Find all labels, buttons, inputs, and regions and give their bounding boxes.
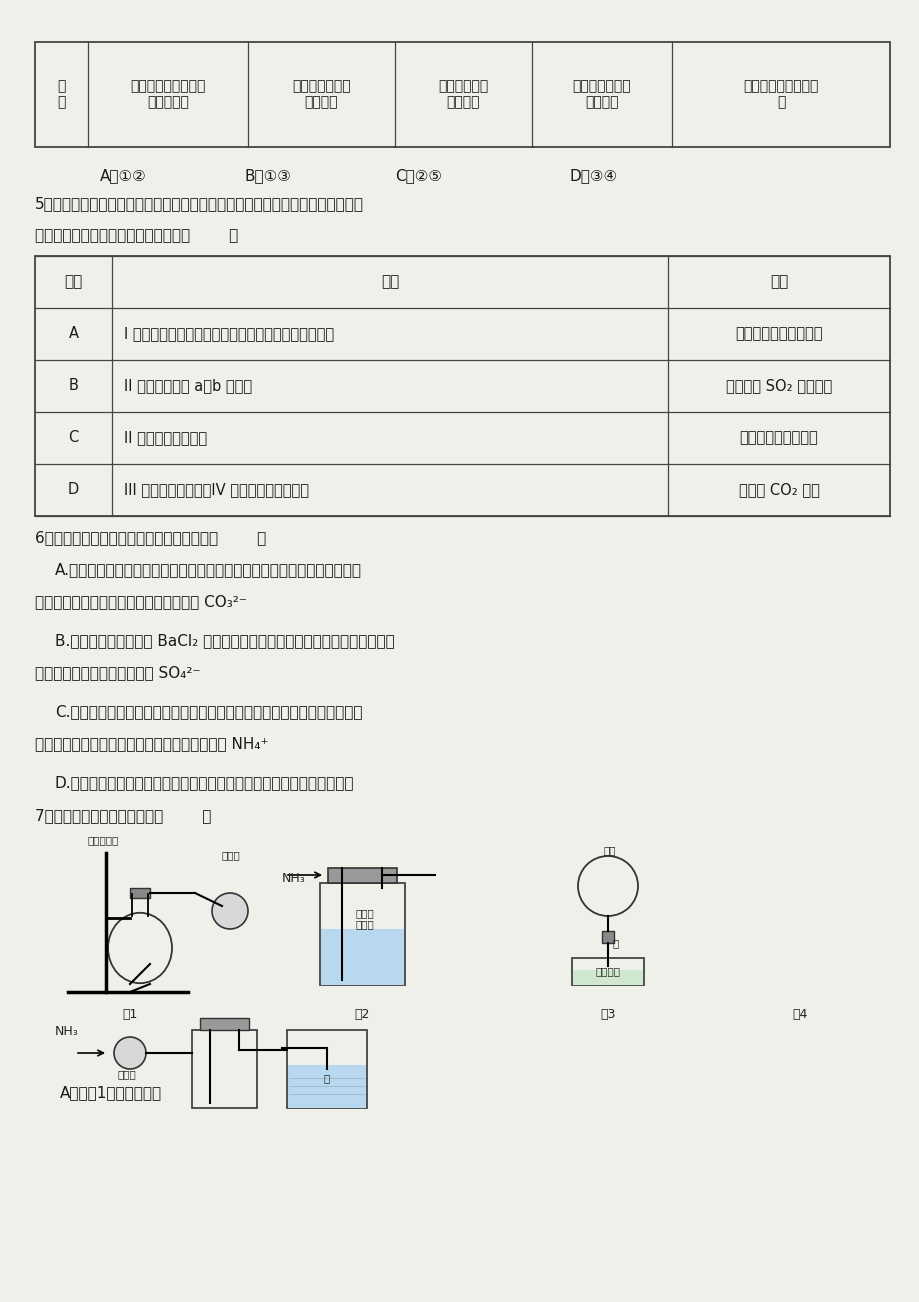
Text: NH₃: NH₃ bbox=[282, 872, 305, 885]
Text: 说明反应产物中有水: 说明反应产物中有水 bbox=[739, 431, 818, 445]
Text: B．①③: B．①③ bbox=[244, 168, 291, 184]
Bar bbox=[321, 928, 403, 986]
Bar bbox=[573, 970, 642, 986]
Text: 产生白色沉淀，随后
变为红褐色: 产生白色沉淀，随后 变为红褐色 bbox=[130, 79, 206, 109]
Text: 碱石灰: 碱石灰 bbox=[118, 1069, 137, 1079]
Text: 蓝绿色溶液产生
黑色浑浊: 蓝绿色溶液产生 黑色浑浊 bbox=[572, 79, 630, 109]
Text: II 中无水硫酸铜变蓝: II 中无水硫酸铜变蓝 bbox=[124, 431, 207, 445]
Text: 7．以下能到达实验目的的是（        ）: 7．以下能到达实验目的的是（ ） bbox=[35, 809, 211, 823]
Text: 试管口，假设试纸不变蓝，那么说明该溶液中无 NH₄⁺: 试管口，假设试纸不变蓝，那么说明该溶液中无 NH₄⁺ bbox=[35, 736, 268, 751]
Text: A．①②: A．①② bbox=[100, 168, 147, 184]
Text: 水: 水 bbox=[612, 937, 618, 948]
Text: 蓝色石
蕊溶液: 蓝色石 蕊溶液 bbox=[356, 907, 374, 930]
Bar bbox=[287, 1030, 367, 1108]
Text: 图3: 图3 bbox=[600, 1008, 615, 1021]
Text: 消失，无法证明溶液中一定有 SO₄²⁻: 消失，无法证明溶液中一定有 SO₄²⁻ bbox=[35, 665, 200, 680]
Text: 选项: 选项 bbox=[64, 275, 83, 289]
Bar bbox=[288, 1065, 366, 1108]
Text: 结论: 结论 bbox=[769, 275, 788, 289]
Text: D: D bbox=[68, 483, 79, 497]
Text: C: C bbox=[68, 431, 78, 445]
Bar bbox=[35, 42, 889, 147]
Text: 图1: 图1 bbox=[122, 1008, 138, 1021]
Bar bbox=[199, 1018, 249, 1030]
Bar bbox=[35, 256, 889, 516]
Text: I 中注入浓硫酸后，可观察到试管中白色固体变为黑色: I 中注入浓硫酸后，可观察到试管中白色固体变为黑色 bbox=[124, 327, 334, 341]
Bar bbox=[328, 868, 397, 883]
Text: III 中溶液颜色变浅，IV 中澄清石灰水变浑浊: III 中溶液颜色变浅，IV 中澄清石灰水变浑浊 bbox=[124, 483, 309, 497]
Text: C．②⑤: C．②⑤ bbox=[394, 168, 441, 184]
Text: 均表达了 SO₂ 的漂白性: 均表达了 SO₂ 的漂白性 bbox=[725, 379, 831, 393]
Text: 酚酞溶液: 酚酞溶液 bbox=[595, 966, 619, 976]
Text: 现象: 现象 bbox=[380, 275, 399, 289]
Text: D．③④: D．③④ bbox=[570, 168, 618, 184]
Text: 5．某同学设计了蔗糖与浓硫酸反应的改良装置，并对气体产物进行检验，实验装: 5．某同学设计了蔗糖与浓硫酸反应的改良装置，并对气体产物进行检验，实验装 bbox=[35, 197, 364, 211]
Text: 澄清石灰水变浑浊，即证明溶液中一定有 CO₃²⁻: 澄清石灰水变浑浊，即证明溶液中一定有 CO₃²⁻ bbox=[35, 594, 246, 609]
Text: 现
象: 现 象 bbox=[57, 79, 65, 109]
Bar bbox=[130, 888, 150, 898]
Text: A.向某溶液中加足量的盐酸，如观察到产生无色无味的气体，且该气体能使: A.向某溶液中加足量的盐酸，如观察到产生无色无味的气体，且该气体能使 bbox=[55, 562, 361, 577]
Bar bbox=[601, 931, 613, 943]
Text: 6．以下关于离子检验的说法正确的选项是（        ）: 6．以下关于离子检验的说法正确的选项是（ ） bbox=[35, 530, 266, 546]
Text: 说明有 CO₂ 产生: 说明有 CO₂ 产生 bbox=[738, 483, 819, 497]
Text: B: B bbox=[69, 379, 78, 393]
Text: 图2: 图2 bbox=[355, 1008, 369, 1021]
Text: A．用图1装置制备氨气: A．用图1装置制备氨气 bbox=[60, 1085, 162, 1100]
Text: 水: 水 bbox=[323, 1073, 330, 1083]
Bar bbox=[192, 1030, 256, 1108]
Circle shape bbox=[114, 1036, 146, 1069]
Text: A: A bbox=[68, 327, 78, 341]
Text: 置如下图。以下结论中正确的选项是（        ）: 置如下图。以下结论中正确的选项是（ ） bbox=[35, 228, 238, 243]
Bar bbox=[572, 958, 643, 986]
Text: NH₃: NH₃ bbox=[55, 1025, 79, 1038]
Text: 碱石灰: 碱石灰 bbox=[221, 850, 241, 861]
Text: 图4: 图4 bbox=[791, 1008, 807, 1021]
Text: 氨气: 氨气 bbox=[603, 845, 616, 855]
Text: C.向某无色溶液中参加少量稀氢氧化钠溶液后，用湿润的红色石蕊试纸靠近: C.向某无色溶液中参加少量稀氢氧化钠溶液后，用湿润的红色石蕊试纸靠近 bbox=[55, 704, 362, 719]
Circle shape bbox=[211, 893, 248, 930]
Text: 溶液由红色逐渐变无
色: 溶液由红色逐渐变无 色 bbox=[743, 79, 818, 109]
Text: 溶液由红色逐
渐变无色: 溶液由红色逐 渐变无色 bbox=[437, 79, 488, 109]
Text: 溶液变红，随后
迅速褪色: 溶液变红，随后 迅速褪色 bbox=[292, 79, 350, 109]
Text: D.透过蓝色钴玻璃能观察到紫色火焰，那么一定有钾元素，一定无钠元素: D.透过蓝色钴玻璃能观察到紫色火焰，那么一定有钾元素，一定无钠元素 bbox=[55, 775, 354, 790]
Text: II 中观察到棉球 a、b 都褪色: II 中观察到棉球 a、b 都褪色 bbox=[124, 379, 252, 393]
Text: 氯化铵固体: 氯化铵固体 bbox=[88, 835, 119, 845]
Bar bbox=[320, 883, 404, 986]
Text: B.向某无色溶液中参加 BaCl₂ 溶液，有白色沉淀出现，再参加稀盐酸，沉淀不: B.向某无色溶液中参加 BaCl₂ 溶液，有白色沉淀出现，再参加稀盐酸，沉淀不 bbox=[55, 633, 394, 648]
Text: 表达了浓硫酸的吸水性: 表达了浓硫酸的吸水性 bbox=[734, 327, 822, 341]
